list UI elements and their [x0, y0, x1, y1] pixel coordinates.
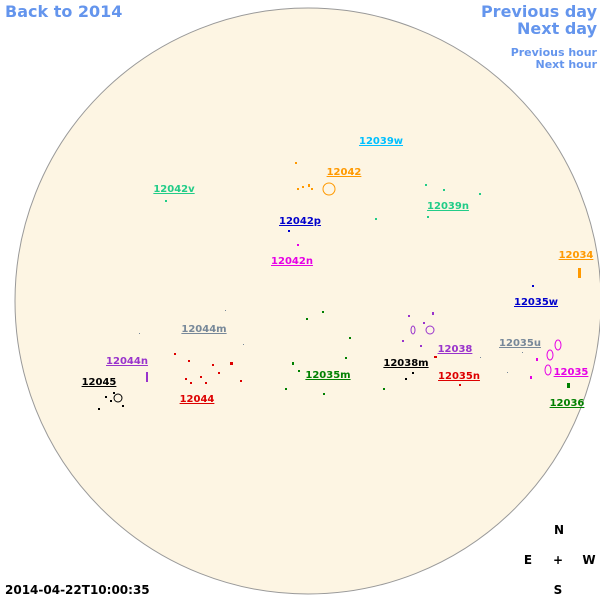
- region-label[interactable]: 12044: [180, 394, 215, 405]
- region-label[interactable]: 12042: [327, 167, 362, 178]
- region-label[interactable]: 12036: [550, 398, 585, 409]
- region-label[interactable]: 12042p: [279, 216, 321, 227]
- region-label[interactable]: 12045: [82, 377, 117, 388]
- previous-day-link[interactable]: Previous day: [481, 2, 598, 21]
- region-label[interactable]: 12042n: [271, 256, 313, 267]
- region-label[interactable]: 12044n: [106, 356, 148, 367]
- region-label[interactable]: 12035u: [499, 338, 541, 349]
- compass-south: S: [554, 583, 563, 597]
- sunspot-marks: [98, 162, 581, 410]
- region-label[interactable]: 12034: [559, 250, 594, 261]
- previous-hour-link[interactable]: Previous hour: [511, 46, 598, 59]
- region-label[interactable]: 12035w: [514, 297, 558, 308]
- region-label[interactable]: 12039w: [359, 136, 403, 147]
- region-labels: 12039w 12042 12042v 12039n 12042p 12042n 12034…: [82, 136, 594, 409]
- region-label[interactable]: 12042v: [153, 184, 195, 195]
- region-label[interactable]: 12038m: [383, 358, 428, 369]
- compass-west: W: [582, 553, 595, 567]
- region-label[interactable]: 12044m: [181, 324, 226, 335]
- region-label[interactable]: 12038: [438, 344, 473, 355]
- region-label[interactable]: 12035m: [305, 370, 350, 381]
- next-day-link[interactable]: Next day: [517, 19, 598, 38]
- region-label[interactable]: 12039n: [427, 201, 469, 212]
- timestamp: 2014-04-22T10:00:35: [5, 583, 150, 597]
- region-label[interactable]: 12035: [554, 367, 589, 378]
- compass-north: N: [554, 523, 564, 537]
- compass-center: +: [553, 553, 563, 567]
- back-link[interactable]: Back to 2014: [5, 2, 122, 21]
- next-hour-link[interactable]: Next hour: [536, 58, 598, 71]
- spot: [322, 182, 336, 196]
- solar-disk: [14, 7, 600, 595]
- compass-east: E: [524, 553, 532, 567]
- region-label[interactable]: 12035n: [438, 371, 480, 382]
